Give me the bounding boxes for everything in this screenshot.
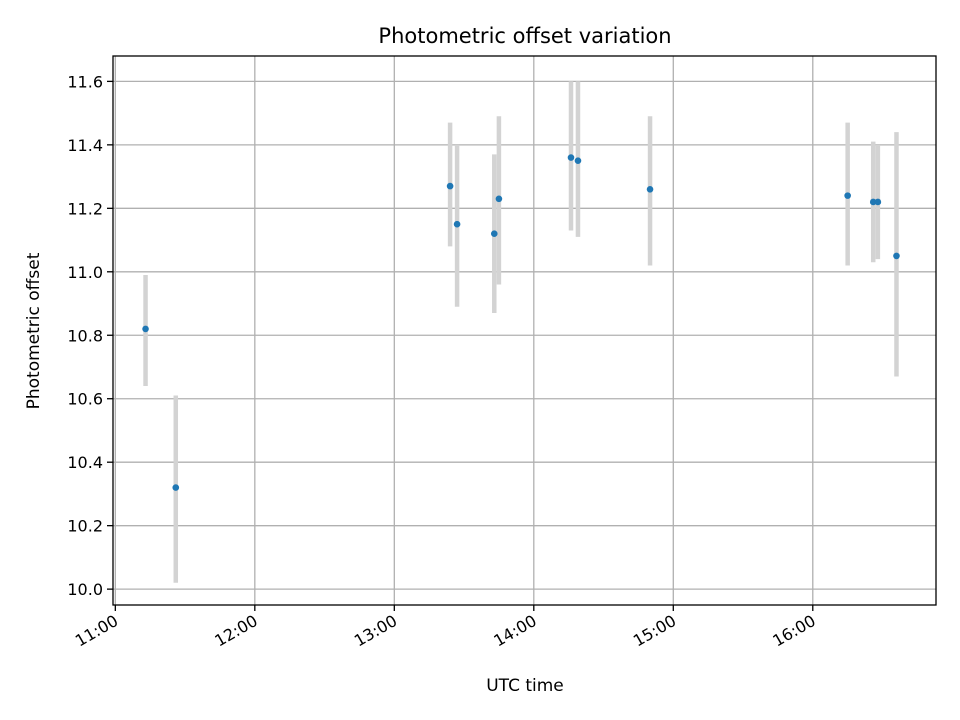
data-point	[142, 325, 149, 333]
x-tick-layer: 11:00 12:00 13:00 14:00 15:00 16:00	[72, 605, 819, 651]
data-point	[874, 198, 882, 206]
x-axis-label: UTC time	[486, 676, 564, 696]
data-point	[893, 252, 900, 260]
data-point	[567, 154, 575, 161]
y-tick-label: 10.4	[67, 453, 103, 472]
y-tick-label: 10.6	[67, 390, 103, 409]
data-point	[869, 198, 877, 206]
point-layer	[142, 154, 900, 491]
data-point	[646, 185, 654, 193]
x-tick-label: 13:00	[351, 611, 400, 651]
y-tick-label: 11.0	[67, 263, 103, 282]
data-point	[172, 484, 180, 491]
data-point	[495, 195, 503, 203]
y-tick-label: 11.4	[67, 136, 103, 155]
errorbar-layer	[143, 81, 899, 583]
grid-layer	[113, 56, 936, 605]
y-tick-layer: 10.0 10.2 10.4 10.6 10.8 11.0 11.2 11.4 11.6	[67, 72, 113, 599]
x-tick-label: 11:00	[72, 611, 121, 651]
chart-title: Photometric offset variation	[378, 24, 671, 48]
data-point	[574, 157, 582, 165]
x-tick-label: 14:00	[490, 611, 539, 651]
y-tick-label: 10.8	[67, 326, 103, 345]
x-tick-label: 15:00	[630, 611, 679, 651]
data-point	[446, 182, 454, 190]
y-tick-label: 10.0	[67, 580, 103, 599]
data-point	[453, 220, 461, 228]
plot-frame	[112, 55, 937, 606]
x-tick-label: 12:00	[211, 611, 260, 651]
y-tick-label: 11.6	[67, 72, 103, 91]
y-tick-label: 10.2	[67, 517, 103, 536]
x-tick-label: 16:00	[769, 611, 818, 651]
data-point	[844, 192, 851, 199]
y-tick-label: 11.2	[67, 199, 103, 218]
y-axis-label: Photometric offset	[24, 252, 44, 409]
data-point	[490, 230, 498, 238]
